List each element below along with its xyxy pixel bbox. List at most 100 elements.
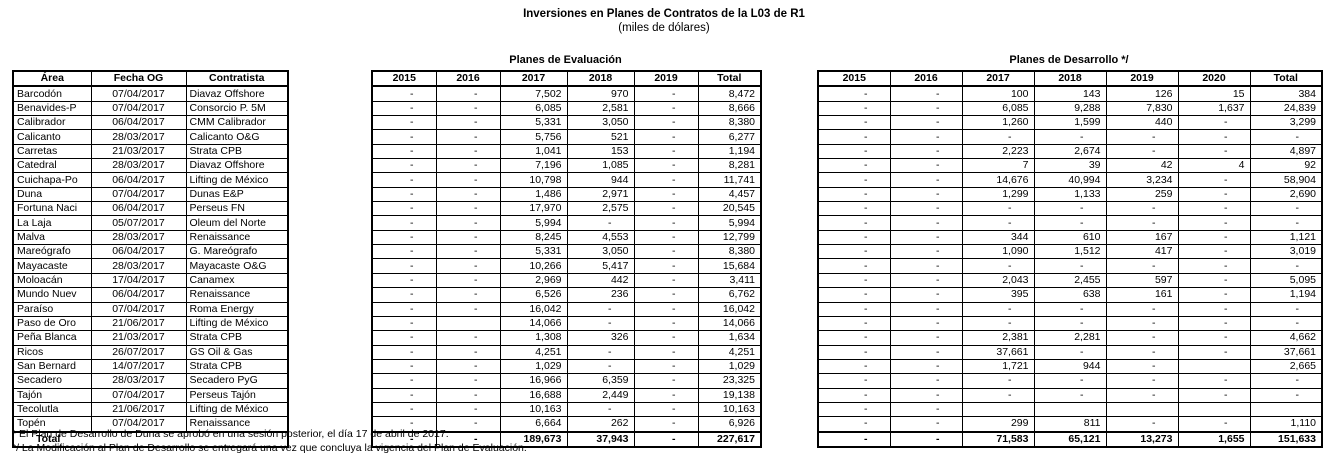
value-cell: - xyxy=(817,258,891,274)
value-cell: - xyxy=(371,129,437,145)
total-cell: 4,457 xyxy=(697,186,762,203)
table-row: Carretas 21/03/2017 Strata CPB xyxy=(12,143,289,160)
value-cell: - xyxy=(817,201,891,217)
value-cell: - xyxy=(633,172,699,188)
value-cell: - xyxy=(889,115,963,131)
total-cell: 2,665 xyxy=(1249,358,1323,375)
value-cell: 16,688 xyxy=(499,387,568,403)
value-cell: - xyxy=(633,215,699,231)
value-cell: 6,085 xyxy=(499,100,568,117)
table-row: - -7,502 970-8,472 xyxy=(371,85,762,102)
value-cell: - xyxy=(817,229,891,246)
value-cell: - xyxy=(1177,215,1251,231)
value-cell: - xyxy=(1177,172,1251,188)
value-cell: - xyxy=(633,129,699,145)
table-row: ------- xyxy=(817,215,1323,231)
total-value-cell: 65,121 xyxy=(1033,430,1107,448)
contratista-cell: Perseus FN xyxy=(185,201,289,217)
value-cell: - xyxy=(435,229,501,246)
value-cell: - xyxy=(961,387,1035,403)
table-row: - -16,042- -16,042 xyxy=(371,301,762,317)
value-cell: - xyxy=(1177,344,1251,360)
value-cell: - xyxy=(633,344,699,360)
value-cell: 3,050 xyxy=(566,115,635,131)
value-cell: 521 xyxy=(566,129,635,145)
value-cell: - xyxy=(889,244,963,260)
value-cell: - xyxy=(1177,129,1251,145)
value-cell: - xyxy=(566,315,635,332)
value-cell: - xyxy=(889,358,963,375)
table-row: Cuichapa-Po 06/04/2017 Lifting de México xyxy=(12,172,289,188)
total-value-cell: - xyxy=(889,430,963,448)
table-row: Duna 07/04/2017 Dunas E&P xyxy=(12,186,289,203)
value-cell: - xyxy=(889,373,963,389)
table-row: Calibrador 06/04/2017 CMM Calibrador xyxy=(12,115,289,131)
total-cell: 58,904 xyxy=(1249,172,1323,188)
table-row: - -2,969 442-3,411 xyxy=(371,272,762,289)
contratista-cell: GS Oil & Gas xyxy=(185,344,289,360)
value-cell: 143 xyxy=(1033,85,1107,102)
value-cell: - xyxy=(371,85,437,102)
value-cell: 5,994 xyxy=(499,215,568,231)
value-cell: - xyxy=(371,100,437,117)
value-cell: - xyxy=(817,158,891,174)
value-cell: - xyxy=(371,315,437,332)
total-cell: 4,897 xyxy=(1249,143,1323,160)
table-row: ------- xyxy=(817,258,1323,274)
fecha-og-cell: 07/04/2017 xyxy=(90,301,187,317)
contratista-cell: Strata CPB xyxy=(185,143,289,160)
value-cell: - xyxy=(817,215,891,231)
value-cell: 1,085 xyxy=(566,158,635,174)
page-title: Inversiones en Planes de Contratos de la… xyxy=(523,8,805,20)
contratista-cell: Strata CPB xyxy=(185,330,289,346)
value-cell: - xyxy=(889,416,963,433)
total-cell: 1,121 xyxy=(1249,229,1323,246)
table-row: Barcodón 07/04/2017 Diavaz Offshore xyxy=(12,85,289,102)
table-row: ------- xyxy=(817,129,1323,145)
value-cell: - xyxy=(889,158,963,174)
column-header: 2015 xyxy=(371,70,437,88)
total-cell: 8,281 xyxy=(697,158,762,174)
page-subtitle: (miles de dólares) xyxy=(618,22,710,34)
table-row: Mayacaste 28/03/2017 Mayacaste O&G xyxy=(12,258,289,274)
value-cell: 2,381 xyxy=(961,330,1035,346)
total-value-cell: 151,633 xyxy=(1249,430,1323,448)
table-row: Mareógrafo 06/04/2017 G. Mareógrafo xyxy=(12,244,289,260)
value-cell: - xyxy=(889,401,963,418)
table-row: - -4,251- -4,251 xyxy=(371,344,762,360)
total-cell: - xyxy=(1249,258,1323,274)
value-cell: - xyxy=(1105,373,1179,389)
value-cell: 7,830 xyxy=(1105,100,1179,117)
value-cell: 16,966 xyxy=(499,373,568,389)
value-cell: - xyxy=(1033,258,1107,274)
value-cell xyxy=(435,315,501,332)
value-cell: - xyxy=(1105,129,1179,145)
value-cell: - xyxy=(633,201,699,217)
value-cell: - xyxy=(633,229,699,246)
value-cell: - xyxy=(889,85,963,102)
total-cell: - xyxy=(1249,215,1323,231)
contratista-cell: Roma Energy xyxy=(185,301,289,317)
value-cell: 259 xyxy=(1105,186,1179,203)
value-cell: 1,486 xyxy=(499,186,568,203)
value-cell: - xyxy=(961,315,1035,332)
value-cell: - xyxy=(371,387,437,403)
value-cell: - xyxy=(1033,201,1107,217)
table-row: -14,066- -14,066 xyxy=(371,315,762,332)
contratista-cell: Oleum del Norte xyxy=(185,215,289,231)
total-cell: 12,799 xyxy=(697,229,762,246)
value-cell: - xyxy=(889,186,963,203)
value-cell: - xyxy=(1177,143,1251,160)
total-row: - -71,583 65,121 13,273 1,655 151,633 xyxy=(817,430,1323,448)
total-cell: 6,926 xyxy=(697,416,762,433)
value-cell: - xyxy=(633,401,699,418)
column-header: 2016 xyxy=(435,70,501,88)
total-cell: 8,380 xyxy=(697,244,762,260)
value-cell: 2,971 xyxy=(566,186,635,203)
value-cell: - xyxy=(1177,287,1251,303)
value-cell: - xyxy=(961,201,1035,217)
value-cell: 10,266 xyxy=(499,258,568,274)
value-cell: - xyxy=(371,401,437,418)
fecha-og-cell: 28/03/2017 xyxy=(90,258,187,274)
